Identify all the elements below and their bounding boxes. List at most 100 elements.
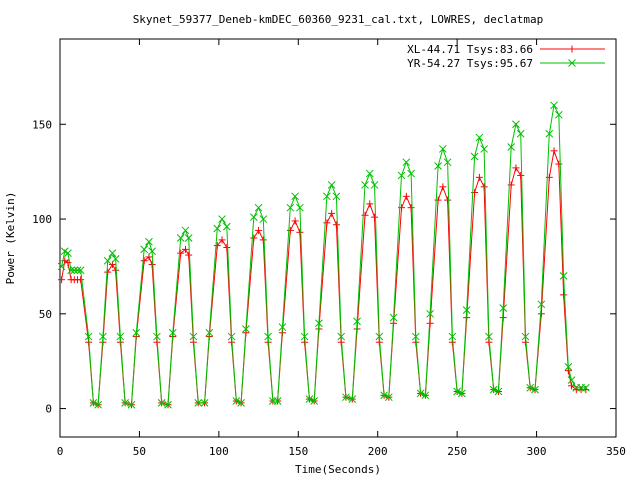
- data-point: [184, 234, 193, 242]
- data-point: [517, 171, 525, 179]
- data-point: [380, 391, 388, 400]
- data-point: [361, 211, 369, 219]
- data-point: [249, 213, 258, 222]
- chart-title: Skynet_59377_Deneb-kmDEC_60360_9231_cal.…: [133, 13, 544, 26]
- data-point: [112, 266, 120, 274]
- legend-label-xl: XL-44.71 Tsys:83.66: [407, 43, 533, 56]
- x-tick-label: 350: [606, 445, 626, 458]
- y-tick-label: 50: [39, 308, 52, 321]
- data-point: [148, 261, 156, 269]
- data-point: [255, 226, 263, 234]
- data-point: [103, 256, 112, 265]
- y-tick-label: 100: [32, 213, 52, 226]
- data-point: [375, 332, 384, 341]
- x-tick-label: 200: [368, 445, 388, 458]
- data-point: [555, 160, 563, 168]
- x-tick-label: 300: [527, 445, 547, 458]
- data-point: [278, 323, 287, 331]
- y-axis-label: Power (Kelvin): [4, 192, 17, 285]
- data-point: [181, 226, 190, 235]
- data-point: [494, 387, 503, 396]
- data-point: [84, 332, 93, 341]
- data-point: [526, 383, 535, 392]
- data-point: [421, 391, 430, 400]
- data-point: [328, 209, 336, 217]
- data-point: [223, 243, 231, 251]
- data-point: [250, 234, 258, 242]
- data-point: [402, 158, 411, 167]
- legend-label-yr: YR-54.27 Tsys:95.67: [407, 57, 533, 70]
- y-tick-label: 150: [32, 118, 52, 131]
- data-point: [242, 325, 250, 333]
- data-point: [545, 129, 554, 138]
- data-point: [537, 310, 545, 318]
- data-point: [181, 245, 189, 253]
- data-point: [353, 317, 361, 326]
- data-point: [104, 268, 112, 276]
- data-point: [264, 332, 272, 341]
- data-point: [444, 196, 452, 204]
- data-point: [485, 332, 493, 341]
- data-point: [567, 376, 576, 384]
- data-point: [64, 259, 72, 267]
- data-point: [108, 249, 117, 258]
- data-point: [132, 328, 141, 337]
- data-point: [371, 213, 379, 221]
- data-point: [443, 158, 452, 167]
- data-point: [205, 328, 214, 337]
- data-point: [407, 169, 415, 178]
- data-point: [332, 221, 340, 229]
- data-point: [140, 245, 149, 254]
- data-point: [581, 383, 590, 392]
- data-point: [475, 173, 483, 181]
- data-point: [111, 254, 120, 263]
- x-tick-label: 150: [288, 445, 308, 458]
- x-axis: 0 50 100 150 200 250 300 350: [57, 39, 626, 458]
- data-point: [499, 304, 508, 312]
- data-point: [559, 272, 568, 280]
- data-point: [315, 319, 323, 328]
- data-point: [213, 242, 221, 250]
- data-point: [291, 192, 299, 201]
- data-point: [157, 399, 166, 407]
- data-point: [99, 332, 107, 341]
- data-point: [550, 147, 558, 155]
- data-point: [286, 226, 294, 234]
- x-tick-label: 50: [133, 445, 146, 458]
- data-point: [116, 332, 125, 341]
- data-point: [232, 397, 241, 405]
- data-point: [218, 215, 226, 223]
- data-point: [453, 387, 461, 396]
- data-point: [426, 309, 434, 318]
- y-tick-label: 0: [45, 403, 52, 416]
- data-point: [462, 306, 471, 314]
- legend-marker: [568, 45, 576, 53]
- data-point: [73, 266, 82, 275]
- data-point: [342, 393, 350, 402]
- data-point: [296, 203, 304, 212]
- data-point: [177, 249, 185, 257]
- data-point: [348, 395, 357, 403]
- data-point: [489, 385, 498, 394]
- data-point: [470, 152, 479, 161]
- data-point: [512, 164, 520, 172]
- data-point: [164, 400, 172, 409]
- data-point: [237, 399, 245, 407]
- data-point: [64, 249, 72, 258]
- data-point: [384, 393, 393, 402]
- data-point: [148, 247, 156, 256]
- data-point: [305, 395, 314, 403]
- data-point: [185, 251, 193, 259]
- x-tick-label: 100: [209, 445, 229, 458]
- data-point: [286, 203, 295, 212]
- data-point: [537, 300, 546, 309]
- x-axis-label: Time(Seconds): [295, 463, 381, 476]
- data-point: [480, 145, 489, 153]
- data-point: [337, 332, 346, 341]
- data-point: [189, 332, 198, 341]
- data-point: [89, 399, 98, 407]
- data-point: [94, 400, 102, 409]
- data-point: [57, 262, 66, 271]
- data-point: [140, 257, 148, 265]
- data-point: [218, 236, 226, 244]
